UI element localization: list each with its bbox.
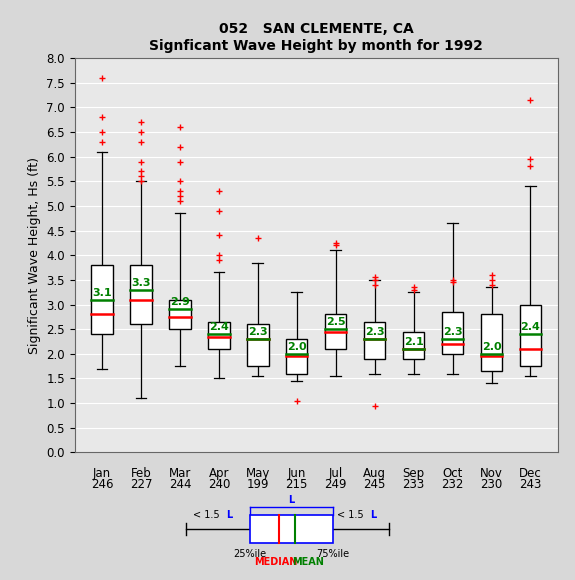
Y-axis label: Significant Wave Height, Hs (ft): Significant Wave Height, Hs (ft) [28, 157, 41, 354]
Text: 232: 232 [442, 478, 464, 491]
Text: 2.3: 2.3 [365, 327, 385, 337]
Text: 240: 240 [208, 478, 230, 491]
Text: MEDIAN: MEDIAN [255, 557, 298, 567]
Text: 2.9: 2.9 [170, 298, 190, 307]
Text: Feb: Feb [131, 467, 151, 480]
Text: Nov: Nov [480, 467, 503, 480]
Text: 244: 244 [168, 478, 191, 491]
Text: Mar: Mar [168, 467, 191, 480]
Text: Aug: Aug [363, 467, 386, 480]
Text: < 1.5: < 1.5 [193, 510, 220, 520]
Text: 246: 246 [91, 478, 113, 491]
Bar [247, 324, 269, 366]
Bar [364, 322, 385, 358]
Bar [250, 515, 333, 543]
Text: 2.4: 2.4 [209, 322, 229, 332]
Text: 2.0: 2.0 [287, 342, 306, 352]
Text: Jan: Jan [93, 467, 111, 480]
Text: 233: 233 [402, 478, 425, 491]
Text: L: L [288, 495, 294, 505]
Text: 3.1: 3.1 [92, 288, 112, 298]
Text: 2.4: 2.4 [520, 322, 540, 332]
Text: 249: 249 [324, 478, 347, 491]
Text: L: L [370, 510, 377, 520]
Title: 052   SAN CLEMENTE, CA
Signficant Wave Height by month for 1992: 052 SAN CLEMENTE, CA Signficant Wave Hei… [150, 23, 483, 53]
Text: 227: 227 [130, 478, 152, 491]
Text: < 1.5: < 1.5 [338, 510, 364, 520]
Bar [403, 332, 424, 358]
Text: Jul: Jul [328, 467, 343, 480]
Bar [442, 312, 463, 354]
Text: 2.0: 2.0 [482, 342, 501, 352]
Bar [325, 314, 347, 349]
Text: Dec: Dec [519, 467, 542, 480]
Text: 2.3: 2.3 [443, 327, 462, 337]
Text: Jun: Jun [288, 467, 306, 480]
Bar [91, 265, 113, 334]
Text: 25%ile: 25%ile [233, 549, 266, 559]
Bar [520, 304, 541, 366]
Text: 2.1: 2.1 [404, 337, 424, 347]
Text: 215: 215 [286, 478, 308, 491]
Text: 243: 243 [519, 478, 542, 491]
Bar [286, 339, 308, 374]
Text: May: May [246, 467, 270, 480]
Text: 199: 199 [247, 478, 269, 491]
Bar [169, 299, 191, 329]
Text: 75%ile: 75%ile [316, 549, 350, 559]
Text: Apr: Apr [209, 467, 229, 480]
Text: MEAN: MEAN [292, 557, 324, 567]
Text: 3.3: 3.3 [131, 278, 151, 288]
Bar [208, 322, 229, 349]
Bar [481, 314, 502, 371]
Text: 2.5: 2.5 [326, 317, 346, 327]
Text: 230: 230 [480, 478, 503, 491]
Text: Oct: Oct [442, 467, 463, 480]
Bar [131, 265, 152, 324]
Text: L: L [226, 510, 232, 520]
Text: Sep: Sep [402, 467, 425, 480]
Text: 2.3: 2.3 [248, 327, 267, 337]
Text: 245: 245 [363, 478, 386, 491]
